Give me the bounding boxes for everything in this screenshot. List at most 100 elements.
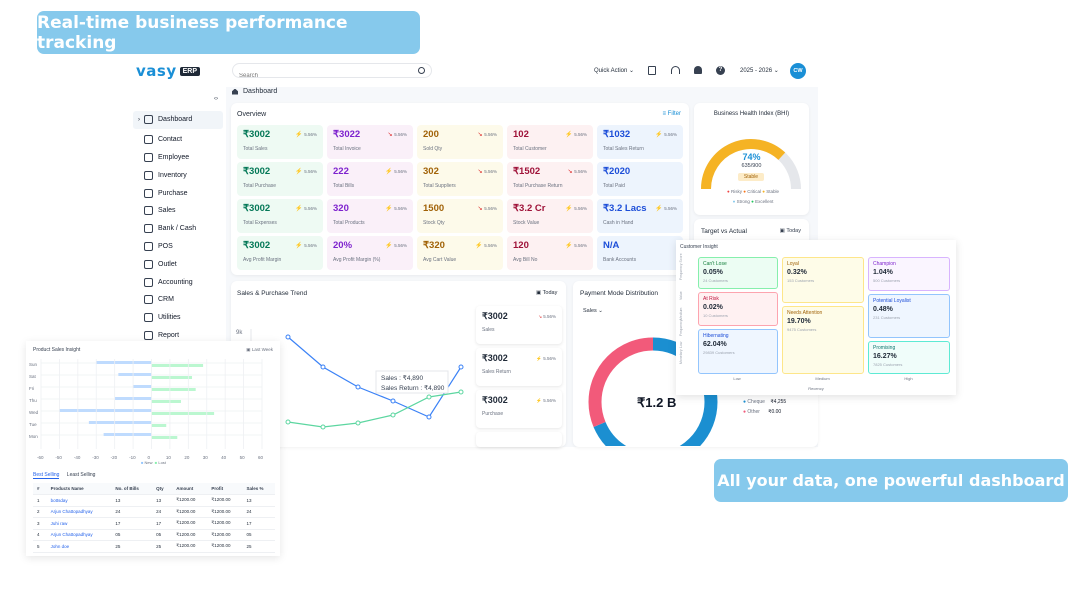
- table-cell[interactable]: Juhi raw: [46, 517, 112, 530]
- kpi-card[interactable]: 222 ⚡ 5.56% Total Bills: [327, 162, 413, 196]
- customer-segment[interactable]: Loyal 0.32% 153 Customers: [782, 257, 864, 303]
- kpi-card[interactable]: 20% ⚡ 5.56% Avg Profit Margin (%): [327, 236, 413, 270]
- sidebar-item-report[interactable]: Report: [133, 327, 223, 345]
- logo[interactable]: vasy ERP: [136, 62, 201, 80]
- customer-segment[interactable]: Potential Loyalist 0.48% 231 Customers: [868, 294, 950, 338]
- sidebar-item-accounting[interactable]: Accounting: [133, 273, 223, 291]
- customer-segment[interactable]: Champion 1.04% 500 Customers: [868, 257, 950, 291]
- table-cell[interactable]: bottsday: [46, 494, 112, 507]
- kpi-card[interactable]: 320 ⚡ 5.56% Total Products: [327, 199, 413, 233]
- tab-least-selling[interactable]: Least Selling: [66, 472, 96, 478]
- product-row-label: Wed: [29, 410, 39, 415]
- sales-line: [287, 336, 462, 418]
- purchase-point: [320, 424, 326, 430]
- table-cell[interactable]: Arjun Chattopadhyay: [46, 506, 112, 518]
- kpi-card[interactable]: ₹1032 ⚡ 5.56% Total Sales Return: [597, 125, 683, 159]
- sidebar-item-bank-cash[interactable]: Bank / Cash: [133, 220, 223, 238]
- kpi-label: Total Purchase Return: [513, 183, 563, 189]
- kpi-card[interactable]: 102 ⚡ 5.56% Total Customer: [507, 125, 593, 159]
- headset-icon[interactable]: [671, 66, 680, 74]
- tooltip-sales-return: Sales Return : ₹4,890: [381, 384, 445, 392]
- segment-percent: 62.04%: [703, 341, 727, 348]
- kpi-change-value: 5.56%: [304, 243, 317, 248]
- kpi-card[interactable]: ₹1502 ↘ 5.56% Total Purchase Return: [507, 162, 593, 196]
- table-header: Products Name: [46, 483, 112, 495]
- kpi-card[interactable]: ₹3022 ↘ 5.56% Total Invoice: [327, 125, 413, 159]
- table-cell: 05: [242, 529, 275, 541]
- kpi-card[interactable]: ₹3.2 Cr ⚡ 5.56% Stock Value: [507, 199, 593, 233]
- help-icon[interactable]: ?: [716, 66, 725, 75]
- table-row[interactable]: 2 Arjun Chattopadhyay 24 24 ₹1200.00 ₹1200.00…: [33, 506, 275, 518]
- kpi-card[interactable]: ₹3002 ⚡ 5.56% Total Purchase: [237, 162, 323, 196]
- sidebar-item-sales[interactable]: Sales: [133, 202, 223, 220]
- trend-down-icon: ↘: [477, 206, 485, 212]
- table-row[interactable]: 5 John doe 25 25 ₹1200.00 ₹1200.00 25: [33, 540, 275, 553]
- customer-segment[interactable]: Hibernating 62.04% 29839 Customers: [698, 329, 778, 374]
- customer-segment[interactable]: Can't Lose 0.05% 24 Customers: [698, 257, 778, 289]
- segment-name: Can't Lose: [703, 261, 727, 267]
- trend-stat-card[interactable]: ₹3002 ↘ 5.56% Sales: [476, 306, 562, 344]
- trend-stat-card[interactable]: ₹3002 ⚡ 5.56% Sales Return: [476, 348, 562, 386]
- filter-button[interactable]: ≡ Filter: [662, 111, 681, 117]
- kpi-card[interactable]: 1500 ↘ 5.56% Stock Qty: [417, 199, 503, 233]
- sidebar-item-purchase[interactable]: Purchase: [133, 184, 223, 202]
- kpi-card[interactable]: ₹3.2 Lacs ⚡ 5.56% Cash in Hand: [597, 199, 683, 233]
- table-row[interactable]: 4 Arjun Chattopadhyay 05 05 ₹1200.00 ₹1200.00…: [33, 529, 275, 541]
- payment-select[interactable]: Sales ⌄: [583, 308, 603, 314]
- kpi-card[interactable]: ₹3002 ⚡ 5.56% Total Sales: [237, 125, 323, 159]
- target-today[interactable]: ▣ Today: [780, 228, 801, 234]
- target-title: Target vs Actual: [701, 228, 747, 235]
- financial-year-select[interactable]: 2025 - 2026 ⌄: [740, 67, 779, 74]
- sidebar-item-dashboard[interactable]: › Dashboard: [133, 111, 223, 129]
- sidebar-item-label: Purchase: [158, 189, 188, 197]
- search-icon[interactable]: [418, 67, 425, 74]
- kpi-card[interactable]: N/A Bank Accounts: [597, 236, 683, 270]
- chevron-down-icon: ⌄: [629, 68, 635, 74]
- sidebar-item-contact[interactable]: Contact: [133, 131, 223, 149]
- table-cell[interactable]: Arjun Chattopadhyay: [46, 529, 112, 541]
- sidebar-item-pos[interactable]: POS: [133, 238, 223, 256]
- kpi-card[interactable]: 120 ⚡ 5.56% Avg Bill No: [507, 236, 593, 270]
- table-cell[interactable]: John doe: [46, 540, 112, 553]
- quick-action-dropdown[interactable]: Quick Action ⌄: [594, 67, 634, 74]
- product-range[interactable]: ▣ Last Week: [246, 347, 273, 353]
- search-input[interactable]: [233, 69, 403, 83]
- customer-segment[interactable]: Promising 16.27% 7825 Customers: [868, 341, 950, 374]
- avatar[interactable]: CW: [790, 63, 806, 79]
- barcode-icon[interactable]: [648, 66, 656, 75]
- payment-select-label: Sales: [583, 308, 597, 314]
- table-row[interactable]: 1 bottsday 13 13 ₹1200.00 ₹1200.00 13: [33, 494, 275, 507]
- sidebar-item-employee[interactable]: Employee: [133, 149, 223, 167]
- tab-best-selling[interactable]: Best Selling: [33, 472, 60, 479]
- kpi-card[interactable]: 302 ↘ 5.56% Total Suppliers: [417, 162, 503, 196]
- table-cell: 5: [33, 540, 47, 553]
- home-icon[interactable]: [232, 88, 238, 95]
- sidebar-item-utilities[interactable]: Utilities: [133, 309, 223, 327]
- trend-up-icon: ⚡: [655, 206, 665, 212]
- kpi-card[interactable]: 200 ↘ 5.56% Sold Qty: [417, 125, 503, 159]
- breadcrumb-dashboard[interactable]: Dashboard: [243, 88, 278, 95]
- collapse-sidebar-icon[interactable]: ‹›: [214, 96, 218, 102]
- sidebar-item-outlet[interactable]: Outlet: [133, 255, 223, 273]
- trend-stat-card[interactable]: ₹3002 ⚡ 5.56% Purchase: [476, 390, 562, 428]
- purchase-line: [287, 391, 462, 428]
- table-cell: 3: [33, 517, 47, 530]
- table-header: #: [33, 483, 47, 495]
- kpi-label: Avg Profit Margin: [243, 257, 282, 263]
- kpi-change-value: 5.56%: [394, 243, 407, 248]
- kpi-card[interactable]: ₹3002 ⚡ 5.56% Avg Profit Margin: [237, 236, 323, 270]
- bell-icon[interactable]: [694, 66, 702, 74]
- sidebar-item-inventory[interactable]: Inventory: [133, 166, 223, 184]
- trend-today[interactable]: ▣ Today: [536, 290, 557, 296]
- kpi-card[interactable]: ₹3002 ⚡ 5.56% Total Expenses: [237, 199, 323, 233]
- customer-segment[interactable]: Needs Attention 19.70% 9475 Customers: [782, 306, 864, 374]
- legend-excellent: ● Excellent: [751, 199, 774, 204]
- search-box[interactable]: [232, 63, 432, 83]
- customer-segment[interactable]: At Risk 0.02% 10 Customers: [698, 292, 778, 326]
- sidebar-item-crm[interactable]: CRM: [133, 291, 223, 309]
- kpi-card[interactable]: ₹320 ⚡ 5.56% Avg Cart Value: [417, 236, 503, 270]
- table-row[interactable]: 3 Juhi raw 17 17 ₹1200.00 ₹1200.00 17: [33, 517, 275, 530]
- sidebar-item-label: Employee: [158, 153, 190, 161]
- kpi-card[interactable]: ₹2020 Total Paid: [597, 162, 683, 196]
- customer-insight-panel: Customer Insight Frequency Score Value Med…: [676, 240, 956, 395]
